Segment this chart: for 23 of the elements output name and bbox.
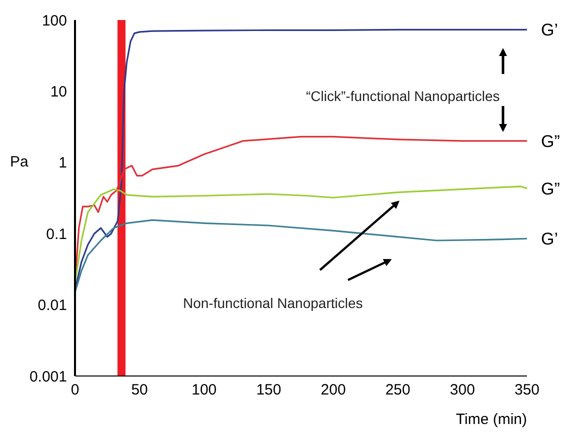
y-axis-title: Pa [10,153,30,170]
line-series [75,219,527,294]
series-label: G” [541,132,560,151]
x-tick-label: 300 [450,382,475,399]
annotation: “Click”-functional Nanoparticles [306,88,500,104]
y-tick-label: 100 [42,12,67,30]
x-tick-label: 250 [385,382,410,399]
x-tick-label: 0 [70,382,80,399]
x-tick-label: 350 [514,382,540,399]
y-tick-label: 10 [50,84,67,101]
y-tick-label: 0.001 [29,368,67,386]
y-tick-label: 1 [58,154,67,172]
x-tick-label: 50 [131,382,148,399]
x-tick-label: 150 [256,382,282,399]
series-label: G’ [541,230,558,249]
y-tick-label: 0.01 [38,297,67,314]
x-axis-title: Time (min) [456,411,527,428]
series-label: G” [541,179,560,198]
y-tick-label: 0.1 [46,226,67,243]
x-tick-label: 100 [192,382,217,399]
series-label: G’ [541,20,558,40]
annotation: Non-functional Nanoparticles [183,295,363,311]
x-tick-label: 200 [320,382,346,399]
